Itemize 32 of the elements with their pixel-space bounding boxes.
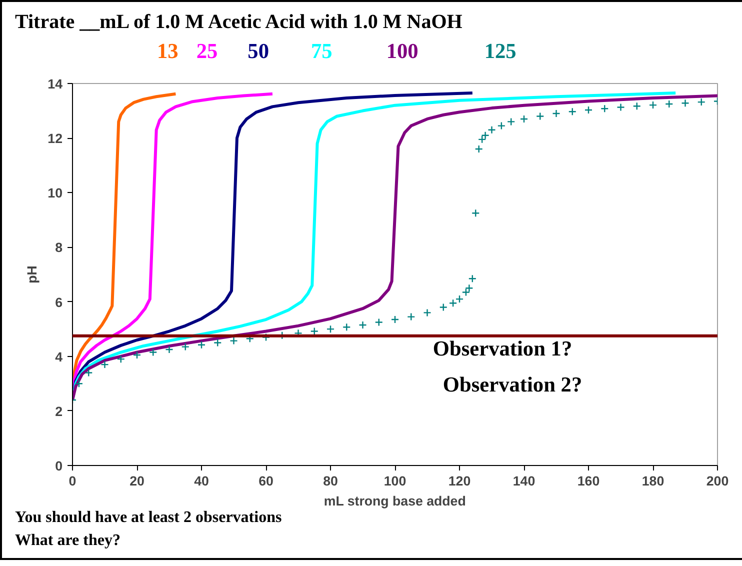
- y-tick-label: 8: [55, 240, 63, 256]
- text: 50: [248, 38, 269, 63]
- y-tick-label: 4: [55, 349, 64, 364]
- annotation: Observation 1?: [432, 336, 572, 361]
- text: What are they?: [15, 532, 120, 549]
- x-tick-label: 140: [512, 474, 536, 489]
- chart-title: Titrate __mL of 1.0 M Acetic Acid with 1.0 M NaOH: [15, 10, 462, 35]
- text: 100: [386, 38, 418, 63]
- text: 125: [484, 38, 516, 63]
- x-tick-label: 60: [258, 474, 274, 489]
- x-tick-label: 180: [642, 474, 664, 489]
- series-label: 13: [157, 38, 178, 63]
- annotation: Observation 2?: [442, 372, 582, 397]
- series-label: 25: [196, 38, 218, 63]
- y-tick-label: 0: [55, 458, 63, 474]
- y-tick-label: 14: [48, 76, 64, 92]
- y-tick-label: 2: [55, 404, 63, 419]
- x-axis-title: mL strong base added: [324, 494, 466, 509]
- y-tick-label: 12: [48, 131, 63, 146]
- text: 75: [310, 38, 332, 63]
- x-tick-label: 80: [323, 474, 338, 489]
- x-tick-label: 120: [448, 474, 471, 489]
- x-tick-label: 40: [194, 474, 209, 489]
- y-tick-label: 6: [55, 294, 63, 310]
- x-tick-label: 100: [384, 474, 406, 489]
- x-tick-label: 160: [577, 474, 600, 489]
- y-tick-label: 10: [48, 186, 63, 201]
- x-tick-label: 20: [130, 474, 144, 489]
- x-tick-label: 200: [706, 474, 729, 489]
- x-tick-label: 0: [68, 474, 76, 489]
- y-axis-title: pH: [24, 266, 40, 284]
- text: You should have at least 2 observations: [15, 509, 282, 526]
